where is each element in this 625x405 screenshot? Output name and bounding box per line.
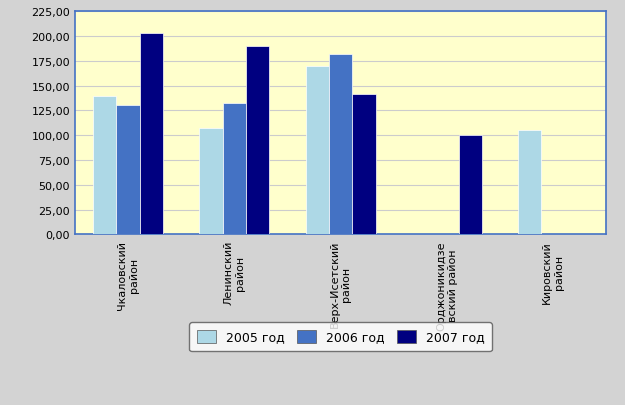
Bar [306,66,329,235]
Bar [140,34,163,235]
Bar [518,131,541,235]
Bar [329,55,352,235]
Bar [352,94,376,235]
Bar [222,104,246,235]
Bar [116,106,140,235]
Bar [199,129,222,235]
Bar [459,136,482,235]
Legend: 2005 год, 2006 год, 2007 год: 2005 год, 2006 год, 2007 год [189,323,492,351]
Bar [246,47,269,235]
Bar [93,96,116,235]
